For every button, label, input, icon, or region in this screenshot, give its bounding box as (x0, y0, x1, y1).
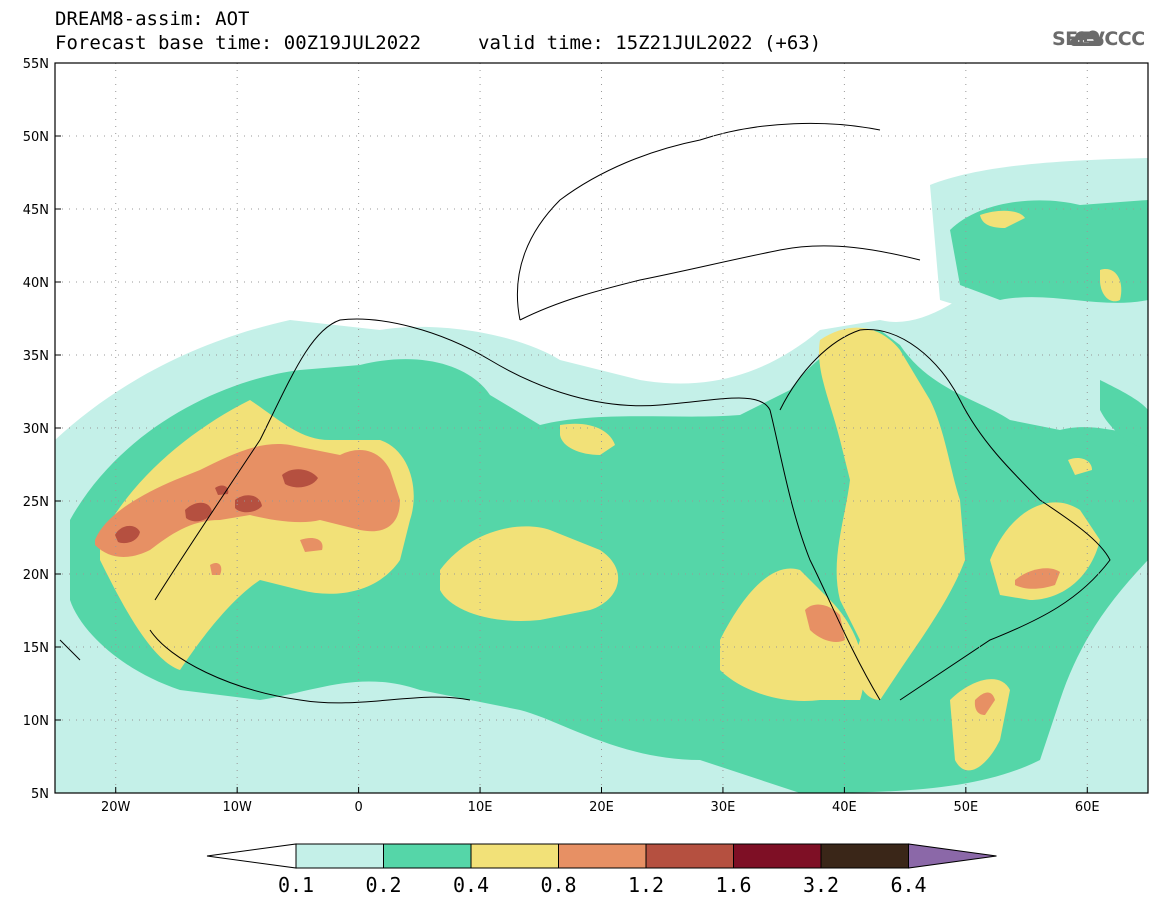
lat-tick-label: 20N (23, 568, 49, 583)
colorbar-label: 6.4 (890, 873, 926, 897)
lon-tick-label: 10E (468, 800, 493, 815)
lon-tick-label: 20E (589, 800, 614, 815)
colorbar-bin (820, 843, 909, 869)
lat-tick-label: 10N (23, 714, 49, 729)
lon-tick-label: 10W (222, 800, 252, 815)
lon-tick-label: 50E (953, 800, 978, 815)
colorbar-over-arrow (908, 843, 997, 869)
lat-tick-label: 15N (23, 641, 49, 656)
lat-tick-label: 40N (23, 276, 49, 291)
colorbar-label: 0.2 (365, 873, 401, 897)
colorbar-bin (470, 843, 559, 869)
lon-tick-label: 60E (1075, 800, 1100, 815)
logo-text: SEEVCCC (1052, 28, 1145, 50)
colorbar-label: 0.8 (540, 873, 576, 897)
valid-time: valid time: 15Z21JUL2022 (+63) (478, 32, 822, 54)
lon-tick-label: 30E (711, 800, 736, 815)
lat-tick-label: 5N (31, 787, 49, 802)
graticule (55, 63, 1148, 793)
colorbar-bin (383, 843, 472, 869)
colorbar-bin (645, 843, 734, 869)
aot-fields (55, 158, 1148, 793)
lat-tick-label: 45N (23, 203, 49, 218)
lat-tick-label: 50N (23, 130, 49, 145)
colorbar-bin (295, 843, 384, 869)
lon-tick-label: 40E (832, 800, 857, 815)
colorbar-label: 0.1 (278, 873, 314, 897)
cloud-logo-icon (1070, 30, 1104, 46)
aot-band-1.2 (115, 469, 318, 544)
lat-tick-label: 30N (23, 422, 49, 437)
colorbar-bin (558, 843, 647, 869)
axis-ticks: 55N 50N 45N 40N 35N 30N 25N 20N 15N 10N 5N 20W 10W 0 1… (23, 57, 1100, 815)
colorbar-under-arrow (206, 843, 297, 869)
lat-tick-label: 25N (23, 495, 49, 510)
coastlines (59, 122, 1111, 704)
colorbar-label: 1.2 (628, 873, 664, 897)
colorbar-label: 0.4 (453, 873, 489, 897)
lon-tick-label: 20W (101, 800, 131, 815)
lat-tick-label: 55N (23, 57, 49, 72)
colorbar: 0.1 0.2 0.4 0.8 1.2 1.6 3.2 6.4 (206, 843, 997, 897)
forecast-base-time: Forecast base time: 00Z19JUL2022 (55, 32, 422, 54)
colorbar-bin (733, 843, 822, 869)
map-title: DREAM8-assim: AOT (55, 8, 250, 30)
lat-tick-label: 35N (23, 349, 49, 364)
lon-tick-label: 0 (354, 800, 362, 815)
colorbar-label: 1.6 (715, 873, 751, 897)
colorbar-label: 3.2 (803, 873, 839, 897)
